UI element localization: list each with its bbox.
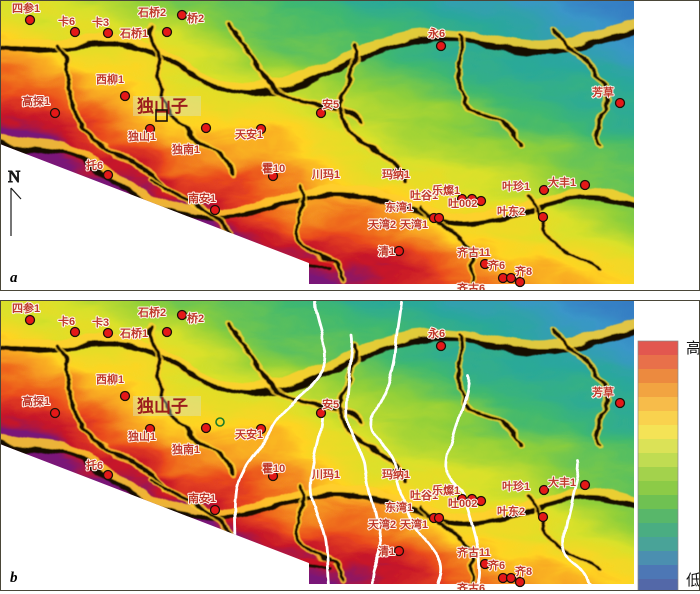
svg-text:霍10: 霍10 [262, 461, 285, 475]
svg-text:川玛1: 川玛1 [311, 468, 340, 481]
svg-text:芳草: 芳草 [592, 385, 614, 399]
svg-text:乐燦1: 乐燦1 [432, 183, 460, 197]
svg-text:卡6: 卡6 [58, 314, 75, 328]
svg-text:独山子: 独山子 [137, 396, 188, 416]
svg-text:大丰1: 大丰1 [548, 175, 576, 189]
svg-text:玛纳1: 玛纳1 [382, 167, 410, 181]
svg-text:齐6: 齐6 [488, 258, 505, 272]
svg-text:石桥1: 石桥1 [119, 326, 148, 340]
svg-text:西柳1: 西柳1 [96, 72, 124, 86]
svg-text:芳草: 芳草 [592, 85, 614, 99]
svg-text:大丰1: 大丰1 [548, 475, 576, 489]
svg-text:玛纳1: 玛纳1 [382, 467, 410, 481]
svg-text:永6: 永6 [427, 26, 445, 40]
svg-text:安5: 安5 [322, 397, 339, 411]
svg-text:叶东2: 叶东2 [497, 504, 525, 518]
svg-text:高: 高 [686, 340, 700, 357]
svg-text:叶珍1: 叶珍1 [502, 479, 530, 493]
svg-text:齐古11: 齐古11 [457, 245, 491, 259]
svg-text:叶珍1: 叶珍1 [502, 179, 530, 193]
svg-text:天湾1: 天湾1 [400, 217, 428, 231]
svg-text:叶东2: 叶东2 [497, 204, 525, 218]
svg-text:a: a [10, 270, 18, 286]
svg-text:低: 低 [686, 572, 700, 589]
svg-text:齐6: 齐6 [488, 558, 505, 572]
svg-text:独山1: 独山1 [127, 129, 156, 143]
svg-text:乐燦1: 乐燦1 [432, 483, 460, 497]
svg-text:桥2: 桥2 [187, 311, 204, 325]
svg-text:独南1: 独南1 [171, 442, 200, 456]
svg-text:齐8: 齐8 [515, 564, 532, 578]
svg-text:四参1: 四参1 [12, 1, 40, 15]
svg-text:齐8: 齐8 [515, 264, 532, 278]
svg-text:齐古11: 齐古11 [457, 545, 491, 559]
svg-text:川玛1: 川玛1 [311, 168, 340, 181]
svg-text:西柳1: 西柳1 [96, 372, 124, 386]
svg-text:石桥2: 石桥2 [137, 305, 166, 319]
svg-text:霍10: 霍10 [262, 161, 285, 175]
svg-text:卡3: 卡3 [92, 15, 109, 29]
svg-text:b: b [10, 570, 18, 586]
svg-text:永6: 永6 [427, 326, 445, 340]
svg-text:独山1: 独山1 [127, 429, 156, 443]
svg-text:托6: 托6 [86, 458, 103, 472]
svg-text:齐古6: 齐古6 [457, 581, 485, 591]
svg-text:独南1: 独南1 [171, 142, 200, 156]
svg-text:卡3: 卡3 [92, 315, 109, 329]
svg-text:石桥2: 石桥2 [137, 5, 166, 19]
svg-text:独山子: 独山子 [137, 96, 188, 116]
svg-text:四参1: 四参1 [12, 301, 40, 315]
svg-text:吐002: 吐002 [448, 196, 477, 210]
svg-text:清1: 清1 [378, 244, 395, 258]
svg-text:东湾1: 东湾1 [385, 200, 413, 214]
svg-text:齐古6: 齐古6 [457, 281, 485, 291]
svg-text:东湾1: 东湾1 [385, 500, 413, 514]
svg-text:天湾2: 天湾2 [368, 217, 396, 231]
svg-text:石桥1: 石桥1 [119, 26, 148, 40]
svg-text:天安1: 天安1 [235, 427, 263, 441]
svg-text:桥2: 桥2 [187, 11, 204, 25]
svg-text:托6: 托6 [86, 158, 103, 172]
svg-text:天湾2: 天湾2 [368, 517, 396, 531]
svg-text:天湾1: 天湾1 [400, 517, 428, 531]
svg-text:N: N [8, 167, 20, 186]
svg-text:高探1: 高探1 [22, 94, 50, 108]
svg-text:南安1: 南安1 [188, 491, 216, 505]
svg-text:卡6: 卡6 [58, 14, 75, 28]
svg-text:高探1: 高探1 [22, 394, 50, 408]
svg-text:天安1: 天安1 [235, 127, 263, 141]
svg-text:清1: 清1 [378, 544, 395, 558]
svg-text:南安1: 南安1 [188, 191, 216, 205]
svg-text:吐002: 吐002 [448, 496, 477, 510]
svg-text:安5: 安5 [322, 97, 339, 111]
